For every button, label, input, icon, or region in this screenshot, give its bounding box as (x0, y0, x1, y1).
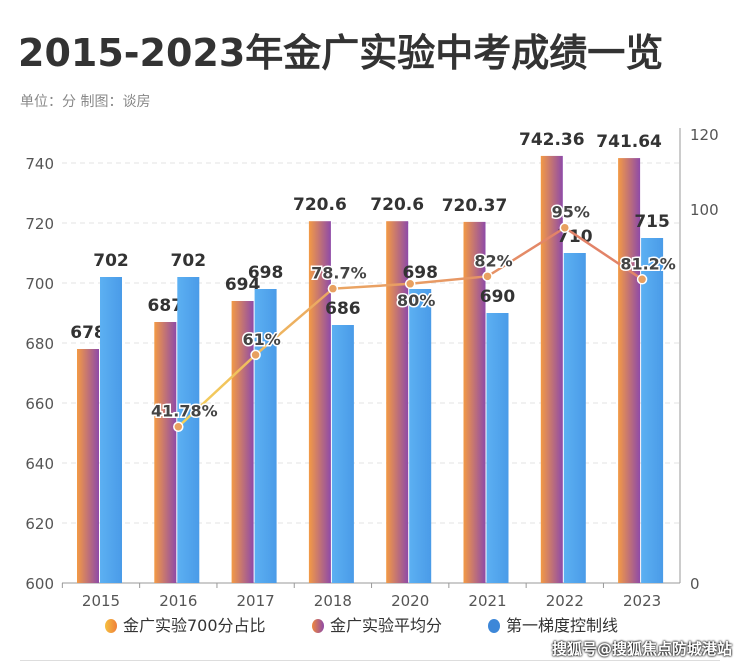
bar-average-label: 694 (225, 275, 261, 295)
bar-average-label: 720.6 (370, 195, 424, 215)
bar-control-line-label: 702 (93, 251, 129, 271)
y-left-tick-label: 700 (25, 275, 54, 293)
divider (20, 660, 720, 661)
y-right-tick-label: 0 (690, 575, 700, 593)
x-tick-label: 2022 (546, 592, 584, 610)
x-tick-label: 2023 (623, 592, 661, 610)
watermark: 搜狐号@搜狐焦点防城港站 (551, 640, 732, 658)
bar-average-label: 741.64 (596, 132, 662, 152)
bar-control-line-label: 698 (402, 263, 438, 283)
legend-item-ratio[interactable]: 金广实验700分占比 (105, 616, 266, 635)
bar-control-line (177, 277, 200, 583)
bar-average (77, 349, 99, 583)
line-ratio-point (173, 421, 184, 432)
bar-average-label: 742.36 (519, 130, 585, 150)
line-ratio-label: 81.2% (620, 254, 676, 273)
legend-marker (488, 618, 500, 633)
bar-average-label: 720.37 (442, 196, 508, 216)
line-ratio-label: 78.7% (311, 264, 367, 283)
legend-marker (105, 618, 117, 633)
x-tick-label: 2017 (237, 592, 275, 610)
y-left-tick-label: 600 (25, 575, 54, 593)
line-ratio-point (327, 283, 339, 294)
bar-average (154, 322, 177, 583)
bar-average-label: 720.6 (293, 195, 347, 215)
bar-control-line (254, 289, 277, 583)
legend-item-control-line[interactable]: 第一梯度控制线 (488, 616, 618, 635)
bar-control-line (486, 313, 509, 583)
y-left-tick-label: 740 (25, 155, 54, 173)
y-left-tick-label: 640 (25, 455, 54, 473)
chart-subtitle: 单位：分 制图：谈房 (20, 94, 151, 110)
y-right-tick-label: 100 (690, 201, 719, 219)
line-ratio-label: 82% (474, 251, 512, 270)
x-tick-label: 2021 (468, 592, 506, 610)
line-ratio-label: 61% (242, 330, 280, 349)
bar-control-line-label: 698 (248, 263, 284, 283)
line-ratio-point (636, 274, 648, 285)
legend-label: 金广实验700分占比 (123, 616, 266, 635)
line-ratio-label: 41.78% (151, 402, 218, 421)
x-tick-label: 2020 (391, 592, 429, 610)
x-tick-label: 2018 (314, 592, 352, 610)
y-left-tick-label: 660 (25, 395, 54, 413)
legend-marker (312, 618, 324, 633)
bar-average-label: 687 (148, 296, 184, 316)
bar-control-line (641, 238, 664, 583)
bar-average (463, 221, 486, 583)
x-tick-label: 2016 (159, 592, 197, 610)
bar-control-line-label: 690 (480, 287, 516, 307)
bar-average (386, 221, 409, 583)
bar-average (308, 221, 331, 583)
bar-control-line (563, 253, 586, 583)
legend-item-average[interactable]: 金广实验平均分 (312, 616, 442, 635)
legend-label: 金广实验平均分 (330, 616, 443, 635)
y-left-tick-label: 620 (25, 515, 54, 533)
bar-average (618, 158, 641, 583)
legend-label: 第一梯度控制线 (506, 616, 619, 635)
line-ratio-point (404, 278, 416, 290)
bar-average (540, 155, 563, 584)
line-ratio-label: 95% (552, 203, 590, 222)
bar-control-line (409, 289, 432, 583)
x-tick-label: 2015 (82, 592, 120, 610)
line-ratio-point (559, 222, 571, 233)
bar-control-line-label: 702 (171, 251, 207, 271)
bar-control-line-label: 686 (325, 299, 361, 319)
y-right-tick-label: 120 (690, 126, 719, 144)
line-ratio-point (250, 349, 261, 361)
chart-title: 2015-2023年金广实验中考成绩一览 (18, 31, 664, 75)
bar-average-label: 678 (70, 323, 106, 343)
bar-control-line-label: 715 (634, 212, 670, 232)
y-left-tick-label: 680 (25, 335, 54, 353)
line-ratio-label: 80% (397, 291, 435, 310)
y-left-tick-label: 720 (25, 215, 54, 233)
bar-control-line (100, 277, 122, 583)
line-ratio-point (482, 271, 493, 282)
bar-control-line (331, 325, 354, 583)
